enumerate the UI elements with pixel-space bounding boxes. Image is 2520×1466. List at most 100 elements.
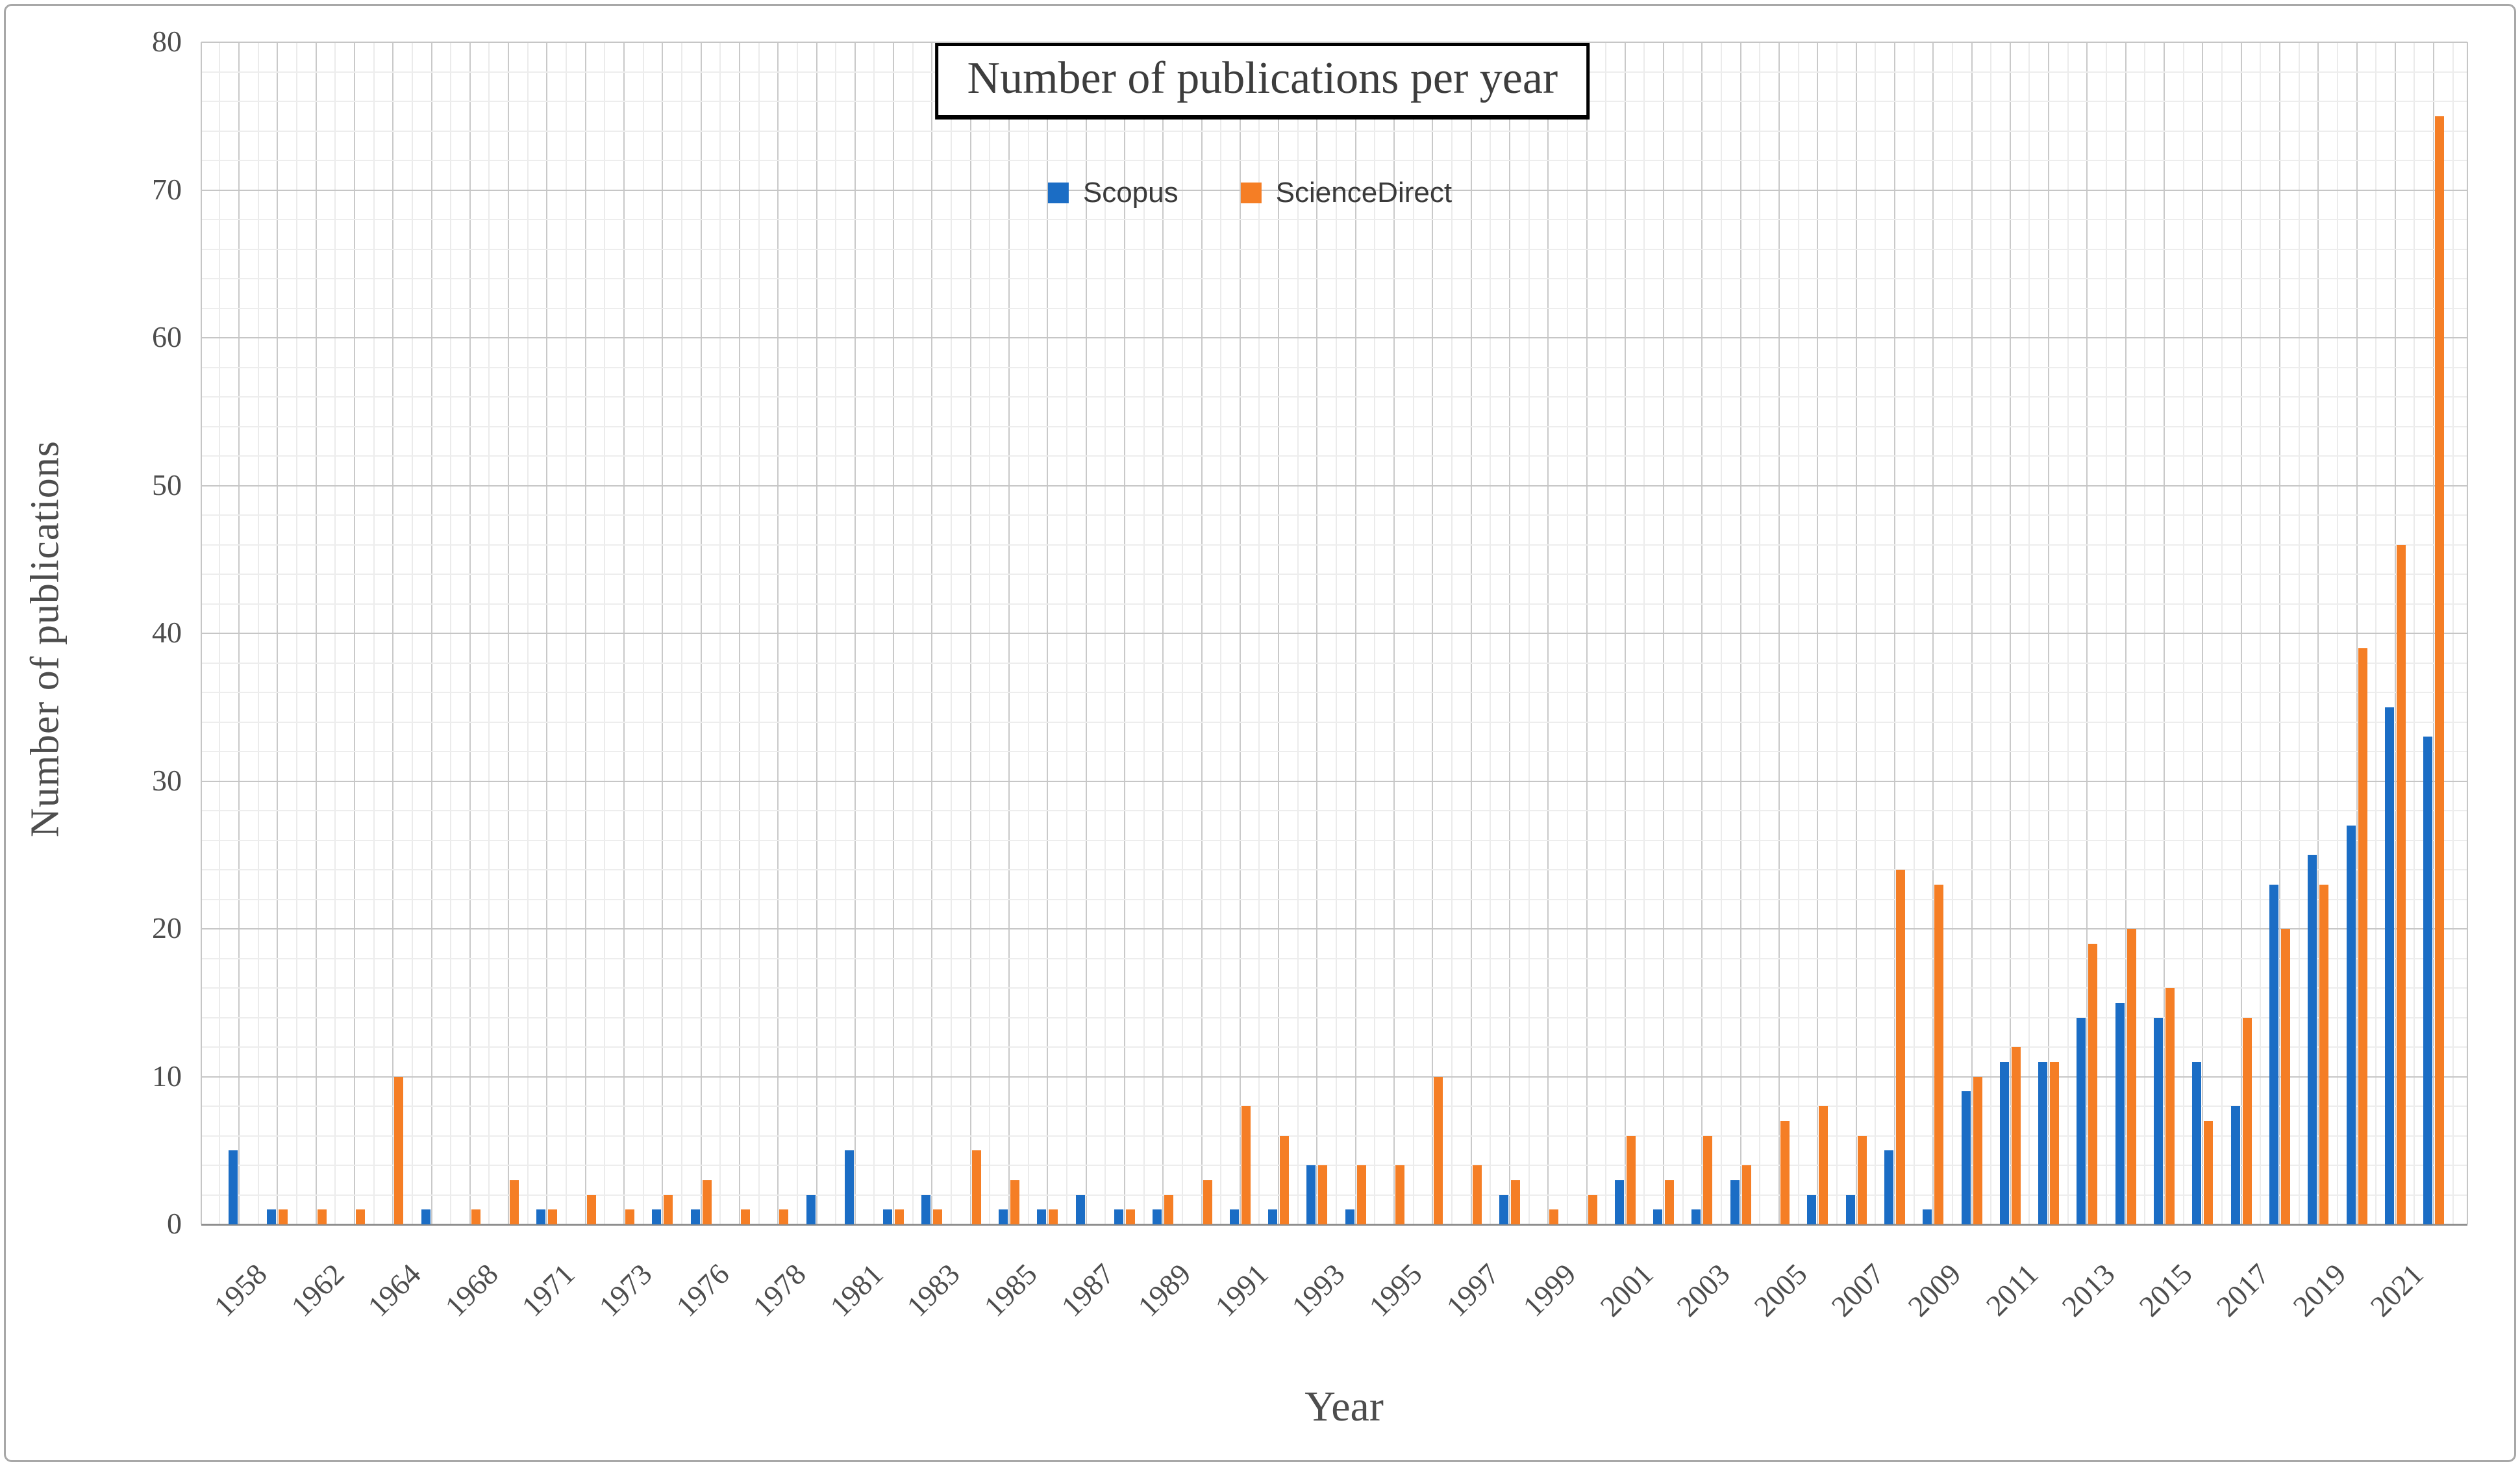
x-tick-label: 2013 [2055,1257,2122,1323]
sciencedirect-bar [2165,988,2175,1224]
sciencedirect-bar [2050,1061,2060,1224]
sciencedirect-bar [548,1209,558,1224]
sciencedirect-bar [1665,1180,1675,1224]
sciencedirect-bar [2127,929,2136,1224]
sciencedirect-bar [1356,1165,1366,1224]
minor-horizontal-gridline [201,1135,2467,1137]
scopus-bar [2077,1017,2086,1224]
sciencedirect-bar [1510,1180,1520,1224]
sciencedirect-bar [1626,1135,1636,1224]
sciencedirect-bar [1934,884,1944,1224]
y-tick-label: 60 [152,320,182,353]
minor-horizontal-gridline [201,987,2467,989]
x-tick-label: 2005 [1747,1257,1814,1323]
major-horizontal-gridline [201,337,2467,338]
y-tick-label: 50 [152,468,182,501]
scopus-bar [2115,1002,2125,1224]
x-tick-label: 2003 [1670,1257,1737,1323]
scopus-bar [999,1209,1008,1224]
sciencedirect-bar [317,1209,327,1224]
sciencedirect-bar [1241,1106,1251,1224]
sciencedirect-bar [740,1209,750,1224]
scopus-bar [2230,1106,2240,1224]
y-tick-label: 0 [167,1207,182,1240]
minor-horizontal-gridline [201,1165,2467,1166]
scopus-bar [536,1209,546,1224]
minor-horizontal-gridline [201,839,2467,841]
x-tick-label: 1985 [977,1257,1043,1323]
x-tick-label: 1964 [361,1257,427,1323]
scopus-bar [1691,1209,1701,1224]
scopus-bar [2038,1061,2048,1224]
sciencedirect-bar [1164,1194,1174,1224]
sciencedirect-bar [664,1194,673,1224]
scopus-bar [1153,1209,1162,1224]
scopus-bar [1306,1165,1316,1224]
major-horizontal-gridline [201,780,2467,782]
minor-horizontal-gridline [201,1046,2467,1048]
scopus-bar [1999,1061,2009,1224]
minor-horizontal-gridline [201,544,2467,546]
major-horizontal-gridline [201,485,2467,487]
minor-horizontal-gridline [201,425,2467,427]
minor-horizontal-gridline [201,366,2467,368]
minor-horizontal-gridline [201,603,2467,605]
scopus-bar [2346,825,2356,1224]
minor-horizontal-gridline [201,130,2467,132]
x-tick-label: 2021 [2364,1257,2430,1323]
x-tick-label: 1997 [1440,1257,1506,1323]
x-tick-label: 1993 [1285,1257,1352,1323]
minor-horizontal-gridline [201,957,2467,959]
y-axis-line [201,42,202,1224]
sciencedirect-bar [1895,870,1905,1224]
sciencedirect-bar [1318,1165,1328,1224]
sciencedirect-bar [394,1076,404,1224]
minor-horizontal-gridline [201,278,2467,279]
x-tick-label: 1968 [438,1257,505,1323]
legend-item-scopus: Scopus [1047,177,1179,209]
scopus-bar [1229,1209,1239,1224]
scopus-bar [844,1150,854,1224]
x-tick-label: 1987 [1054,1257,1121,1323]
scopus-bar [1614,1180,1624,1224]
scopus-bar [2423,737,2433,1224]
sciencedirect-bar [625,1209,634,1224]
major-horizontal-gridline [201,633,2467,634]
x-tick-label: 1971 [515,1257,582,1323]
minor-horizontal-gridline [201,455,2467,457]
minor-horizontal-gridline [201,1017,2467,1018]
legend-label-scopus: Scopus [1082,177,1179,209]
sciencedirect-bar [1472,1165,1482,1224]
x-tick-label: 2017 [2210,1257,2276,1323]
sciencedirect-bar [1857,1135,1867,1224]
sciencedirect-bar [702,1180,712,1224]
sciencedirect-bar [1780,1120,1790,1224]
sciencedirect-bar [471,1209,480,1224]
minor-horizontal-gridline [201,160,2467,161]
y-tick-label: 80 [152,25,182,58]
scopus-bar [690,1209,700,1224]
sciencedirect-bar [2396,544,2406,1224]
scopus-bar [1268,1209,1278,1224]
x-tick-label: 1995 [1362,1257,1428,1323]
minor-horizontal-gridline [201,662,2467,664]
sciencedirect-bar [2011,1047,2021,1224]
y-tick-label: 20 [152,911,182,944]
scopus-bar [1499,1194,1508,1224]
minor-horizontal-gridline [201,248,2467,250]
sciencedirect-bar [2280,929,2290,1224]
x-tick-label: 2007 [1825,1257,1891,1323]
sciencedirect-bar [1703,1135,1713,1224]
y-tick-label: 10 [152,1059,182,1093]
major-horizontal-gridline [201,1076,2467,1078]
x-tick-label: 2011 [1979,1257,2045,1322]
scopus-bar [1730,1180,1740,1224]
scopus-bar [1807,1194,1817,1224]
legend: Scopus ScienceDirect [1047,177,1452,209]
scopus-bar [1884,1150,1893,1224]
minor-horizontal-gridline [201,574,2467,575]
legend-item-sciencedirect: ScienceDirect [1240,177,1452,209]
minor-horizontal-gridline [201,721,2467,723]
sciencedirect-bar [2435,116,2445,1224]
